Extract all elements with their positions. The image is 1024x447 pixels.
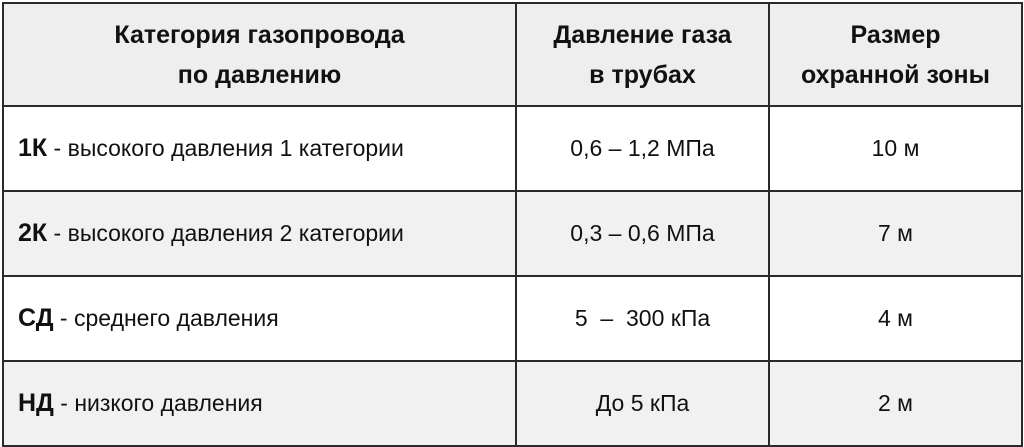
header-category: Категория газопровода по давлению bbox=[2, 2, 517, 107]
header-line: по давлению bbox=[177, 60, 342, 89]
pressure-cell: 0,3 – 0,6 МПа bbox=[515, 190, 770, 277]
zone-cell: 7 м bbox=[768, 190, 1023, 277]
category-desc: - высокого давления 2 категории bbox=[47, 220, 404, 246]
pressure-cell: До 5 кПа bbox=[515, 360, 770, 447]
zone-cell: 4 м bbox=[768, 275, 1023, 362]
category-cell: 2К - высокого давления 2 категории bbox=[2, 190, 517, 277]
category-code: НД bbox=[18, 389, 54, 417]
header-pressure: Давление газа в трубах bbox=[515, 2, 770, 107]
table-row: НД - низкого давления До 5 кПа 2 м bbox=[2, 360, 1023, 447]
header-row: Категория газопровода по давлению Давлени… bbox=[2, 2, 1023, 107]
header-line: Категория газопровода bbox=[114, 20, 405, 49]
header-line: охранной зоны bbox=[800, 60, 991, 89]
header-zone: Размер охранной зоны bbox=[768, 2, 1023, 107]
zone-cell: 2 м bbox=[768, 360, 1023, 447]
table-row: СД - среднего давления 5 – 300 кПа 4 м bbox=[2, 275, 1023, 362]
pressure-cell: 5 – 300 кПа bbox=[515, 275, 770, 362]
pressure-cell: 0,6 – 1,2 МПа bbox=[515, 105, 770, 192]
category-cell: НД - низкого давления bbox=[2, 360, 517, 447]
table-row: 1К - высокого давления 1 категории 0,6 –… bbox=[2, 105, 1023, 192]
category-code: 2К bbox=[18, 219, 48, 247]
category-desc: - высокого давления 1 категории bbox=[47, 135, 404, 161]
category-code: СД bbox=[18, 304, 54, 332]
category-cell: СД - среднего давления bbox=[2, 275, 517, 362]
category-desc: - среднего давления bbox=[53, 305, 279, 331]
table-row: 2К - высокого давления 2 категории 0,3 –… bbox=[2, 190, 1023, 277]
header-line: в трубах bbox=[589, 60, 696, 89]
category-code: 1К bbox=[18, 134, 48, 162]
category-cell: 1К - высокого давления 1 категории bbox=[2, 105, 517, 192]
header-line: Давление газа bbox=[553, 20, 732, 49]
zone-cell: 10 м bbox=[768, 105, 1023, 192]
header-line: Размер bbox=[850, 20, 941, 49]
category-desc: - низкого давления bbox=[53, 390, 263, 416]
